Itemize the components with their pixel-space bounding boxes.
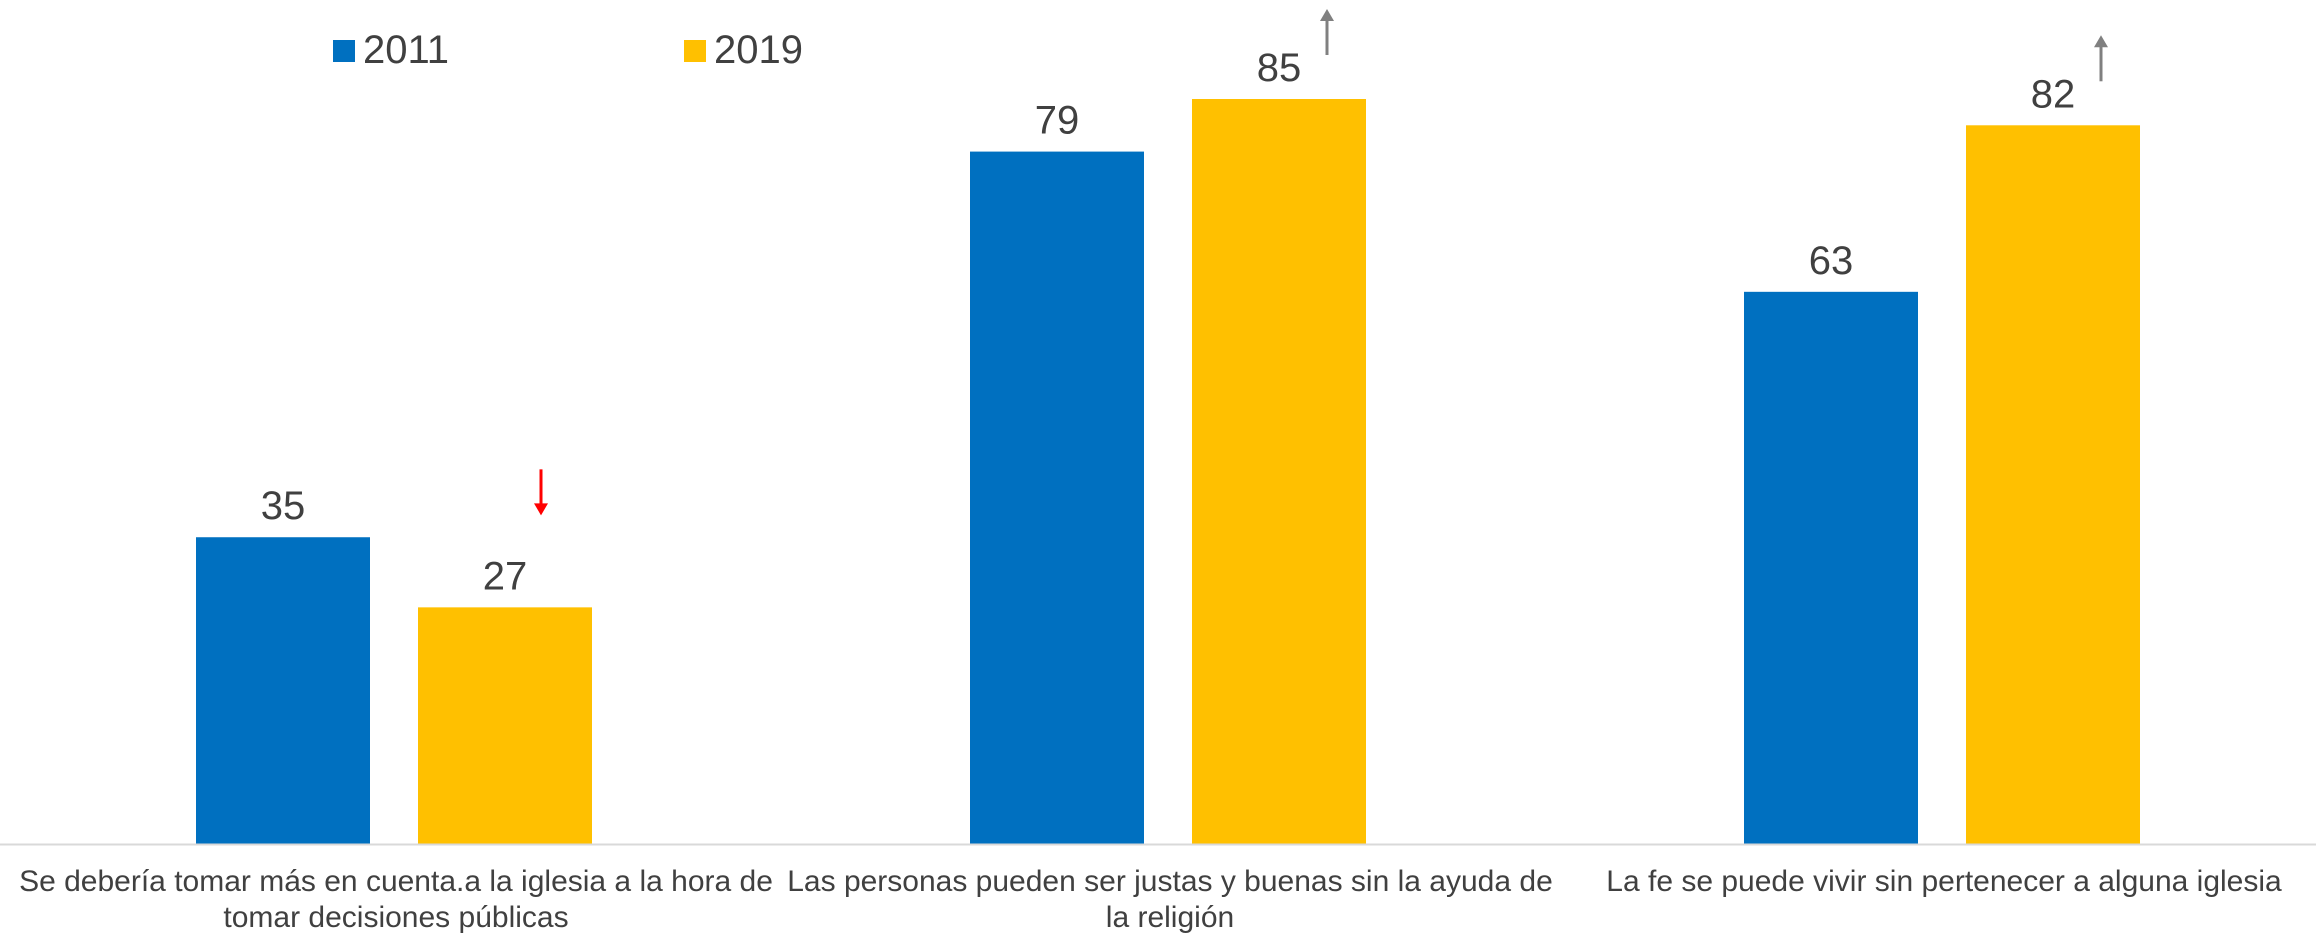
legend-label-2011: 2011 — [363, 28, 450, 72]
bar-2019-cat-2 — [1192, 99, 1366, 844]
data-label-2019-cat-1: 27 — [483, 554, 528, 598]
trend-arrow-up-icon-3 — [2094, 35, 2108, 48]
trend-arrow-up-icon-2 — [1320, 9, 1334, 21]
legend-swatch-2019 — [684, 39, 706, 62]
trend-arrow-down-icon-1 — [534, 503, 548, 516]
data-label-2011-cat-3: 63 — [1809, 239, 1854, 283]
bar-2019-cat-3 — [1966, 125, 2140, 844]
legend-2011: 2011 — [333, 28, 449, 73]
bar-2019-cat-1 — [418, 607, 592, 844]
data-label-2011-cat-2: 79 — [1035, 99, 1080, 143]
category-label-3: La fe se puede vivir sin pertenecer a al… — [1606, 865, 2282, 898]
bar-2011-cat-3 — [1744, 291, 1918, 845]
bar-2011-cat-2 — [970, 151, 1144, 844]
data-label-2019-cat-2: 85 — [1257, 46, 1302, 90]
bar-2011-cat-1 — [196, 537, 370, 844]
category-label-1: Se debería tomar más en cuenta.a la igle… — [19, 865, 773, 934]
data-label-2019-cat-3: 82 — [2031, 72, 2076, 116]
legend-label-2019: 2019 — [714, 28, 803, 72]
legend-2019: 2019 — [684, 28, 803, 73]
category-label-2: Las personas pueden ser justas y buenas … — [787, 865, 1553, 934]
data-label-2011-cat-1: 35 — [261, 484, 306, 528]
legend-swatch-2011 — [333, 39, 355, 62]
